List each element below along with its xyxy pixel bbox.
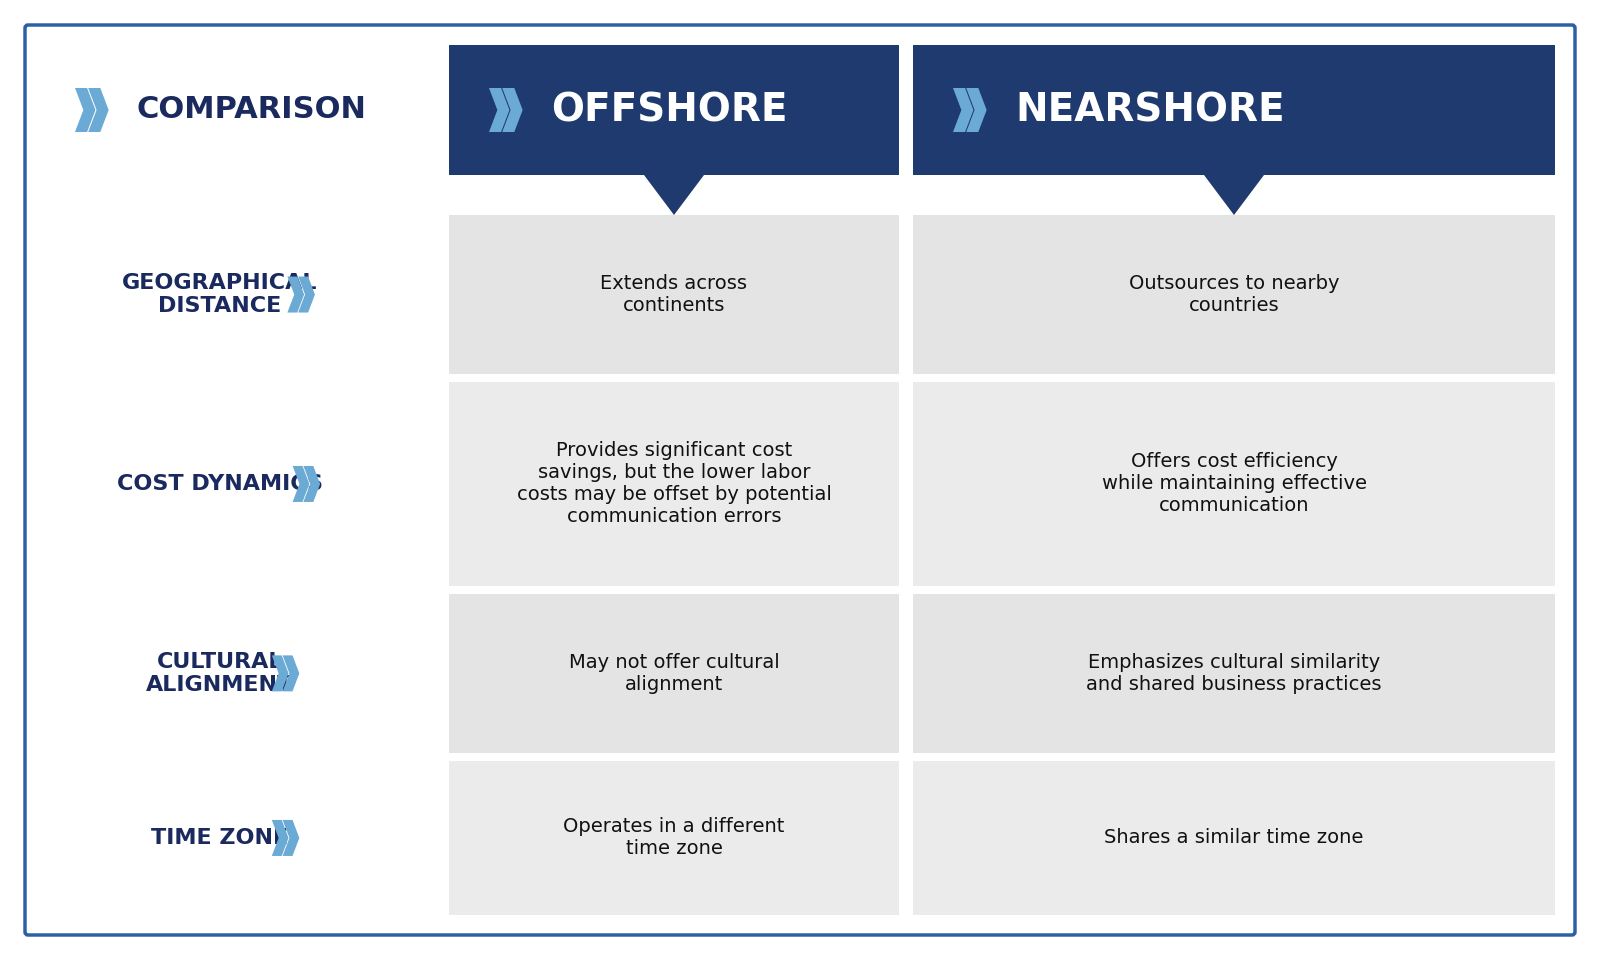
Polygon shape — [490, 88, 509, 132]
Polygon shape — [298, 276, 315, 313]
Polygon shape — [272, 656, 288, 691]
FancyBboxPatch shape — [914, 45, 1555, 175]
Polygon shape — [502, 88, 523, 132]
Text: May not offer cultural
alignment: May not offer cultural alignment — [568, 653, 779, 694]
Text: Offers cost efficiency
while maintaining effective
communication: Offers cost efficiency while maintaining… — [1101, 452, 1366, 516]
FancyBboxPatch shape — [26, 25, 1574, 935]
Polygon shape — [283, 820, 299, 856]
Text: NEARSHORE: NEARSHORE — [1014, 91, 1285, 129]
Text: Shares a similar time zone: Shares a similar time zone — [1104, 828, 1363, 848]
Polygon shape — [88, 88, 109, 132]
Text: OFFSHORE: OFFSHORE — [550, 91, 787, 129]
Polygon shape — [643, 175, 704, 215]
Text: Operates in a different
time zone: Operates in a different time zone — [563, 818, 784, 858]
FancyBboxPatch shape — [450, 382, 899, 586]
Polygon shape — [304, 466, 320, 502]
Text: GEOGRAPHICAL
DISTANCE: GEOGRAPHICAL DISTANCE — [122, 273, 318, 316]
Polygon shape — [1205, 175, 1264, 215]
Text: COMPARISON: COMPARISON — [138, 95, 366, 125]
Polygon shape — [75, 88, 96, 132]
Polygon shape — [966, 88, 987, 132]
Text: COST DYNAMICS: COST DYNAMICS — [117, 474, 323, 494]
FancyBboxPatch shape — [450, 45, 899, 175]
Text: Extends across
continents: Extends across continents — [600, 274, 747, 315]
Text: Emphasizes cultural similarity
and shared business practices: Emphasizes cultural similarity and share… — [1086, 653, 1382, 694]
Polygon shape — [293, 466, 309, 502]
Polygon shape — [283, 656, 299, 691]
FancyBboxPatch shape — [914, 215, 1555, 374]
Text: Provides significant cost
savings, but the lower labor
costs may be offset by po: Provides significant cost savings, but t… — [517, 442, 832, 526]
FancyBboxPatch shape — [450, 215, 899, 374]
FancyBboxPatch shape — [914, 594, 1555, 753]
FancyBboxPatch shape — [914, 761, 1555, 915]
Text: CULTURAL
ALIGNMENT: CULTURAL ALIGNMENT — [146, 652, 294, 695]
Polygon shape — [272, 820, 288, 856]
FancyBboxPatch shape — [450, 761, 899, 915]
FancyBboxPatch shape — [914, 382, 1555, 586]
Polygon shape — [954, 88, 973, 132]
FancyBboxPatch shape — [450, 594, 899, 753]
Text: TIME ZONE: TIME ZONE — [152, 828, 288, 848]
Polygon shape — [288, 276, 304, 313]
Text: Outsources to nearby
countries: Outsources to nearby countries — [1128, 274, 1339, 315]
